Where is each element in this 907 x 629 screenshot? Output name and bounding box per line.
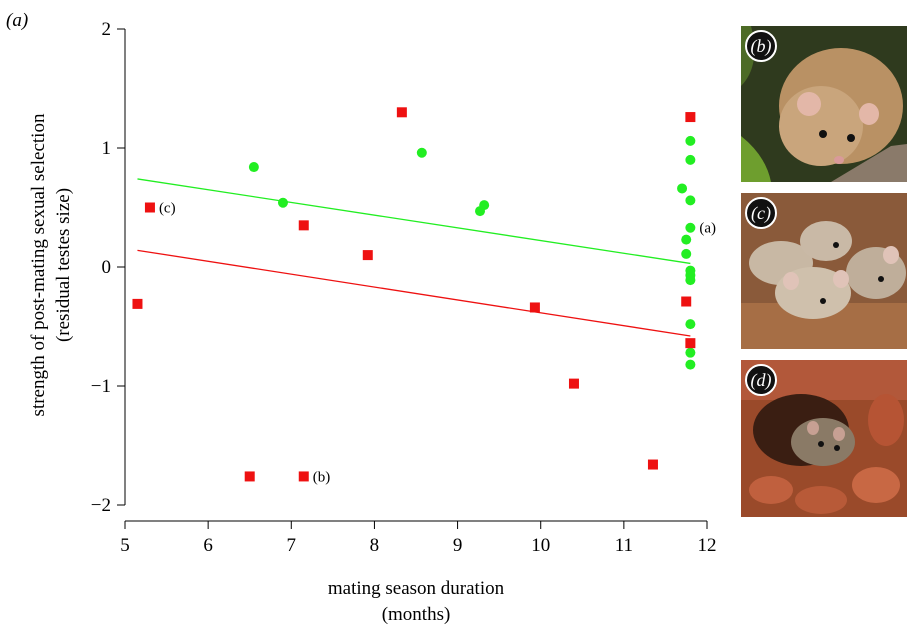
trend-line-red xyxy=(137,249,691,337)
green-circle-point xyxy=(685,275,696,286)
x-axis-title-line1: mating season duration xyxy=(328,578,505,599)
green-circle-point xyxy=(416,147,427,158)
mouse-on-branch-photo xyxy=(741,26,907,182)
x-tick-label: 8 xyxy=(370,535,380,556)
y-tick-label: 0 xyxy=(102,257,112,278)
point-annotation: (a) xyxy=(699,221,716,237)
green-circle-point xyxy=(685,359,696,370)
point-labels: (c) (b) (a) xyxy=(159,201,716,486)
y-tick-label: −2 xyxy=(91,495,111,516)
y-tick-label: −1 xyxy=(91,376,111,397)
red-square-point xyxy=(685,112,696,123)
point-annotation: (c) xyxy=(159,201,176,217)
green-circle-point xyxy=(685,195,696,206)
green-circle-point xyxy=(681,234,692,245)
green-circle-point xyxy=(479,200,490,211)
y-tick-label: 1 xyxy=(102,138,112,159)
photo-d: (d) xyxy=(741,360,907,517)
green-circle-point xyxy=(685,222,696,233)
photo-b-label: (b) xyxy=(745,30,777,62)
data-points xyxy=(132,107,696,482)
y-axis-title-line1: strength of post-mating sexual selection xyxy=(28,113,49,416)
x-tick-label: 7 xyxy=(287,535,297,556)
green-circle-point xyxy=(277,197,288,208)
red-square-point xyxy=(568,378,579,389)
x-tick-label: 6 xyxy=(203,535,213,556)
red-square-point xyxy=(647,459,658,470)
trend-line-green xyxy=(137,178,691,265)
photo-c-label: (c) xyxy=(745,197,777,229)
point-annotation: (b) xyxy=(313,469,331,485)
green-circle-point xyxy=(685,154,696,165)
red-square-point xyxy=(681,296,692,307)
red-square-point xyxy=(298,471,309,482)
red-square-point xyxy=(529,302,540,313)
panel-label: (a) xyxy=(6,10,28,31)
x-tick-label: 11 xyxy=(615,535,633,556)
x-tick-label: 10 xyxy=(531,535,550,556)
green-circle-point xyxy=(681,248,692,259)
red-square-point xyxy=(685,338,696,349)
x-tick-label: 5 xyxy=(120,535,130,556)
x-tick-label: 9 xyxy=(453,535,463,556)
photo-b: (b) xyxy=(741,26,907,182)
red-square-point xyxy=(132,298,143,309)
green-circle-point xyxy=(685,347,696,358)
red-square-point xyxy=(144,202,155,213)
green-circle-point xyxy=(677,183,688,194)
x-tick-label: 12 xyxy=(698,535,717,556)
photo-c: (c) xyxy=(741,193,907,349)
green-circle-point xyxy=(685,319,696,330)
red-square-point xyxy=(244,471,255,482)
photo-d-label: (d) xyxy=(745,364,777,396)
x-axis-title-line2: (months) xyxy=(382,604,451,625)
trend-lines xyxy=(137,178,691,337)
green-circle-point xyxy=(248,162,259,173)
red-square-point xyxy=(298,220,309,231)
green-circle-point xyxy=(685,135,696,146)
y-axis-title-line2: (residual testes size) xyxy=(53,188,74,342)
red-square-point xyxy=(362,250,373,261)
red-square-point xyxy=(396,107,407,118)
y-tick-label: 2 xyxy=(102,19,112,40)
